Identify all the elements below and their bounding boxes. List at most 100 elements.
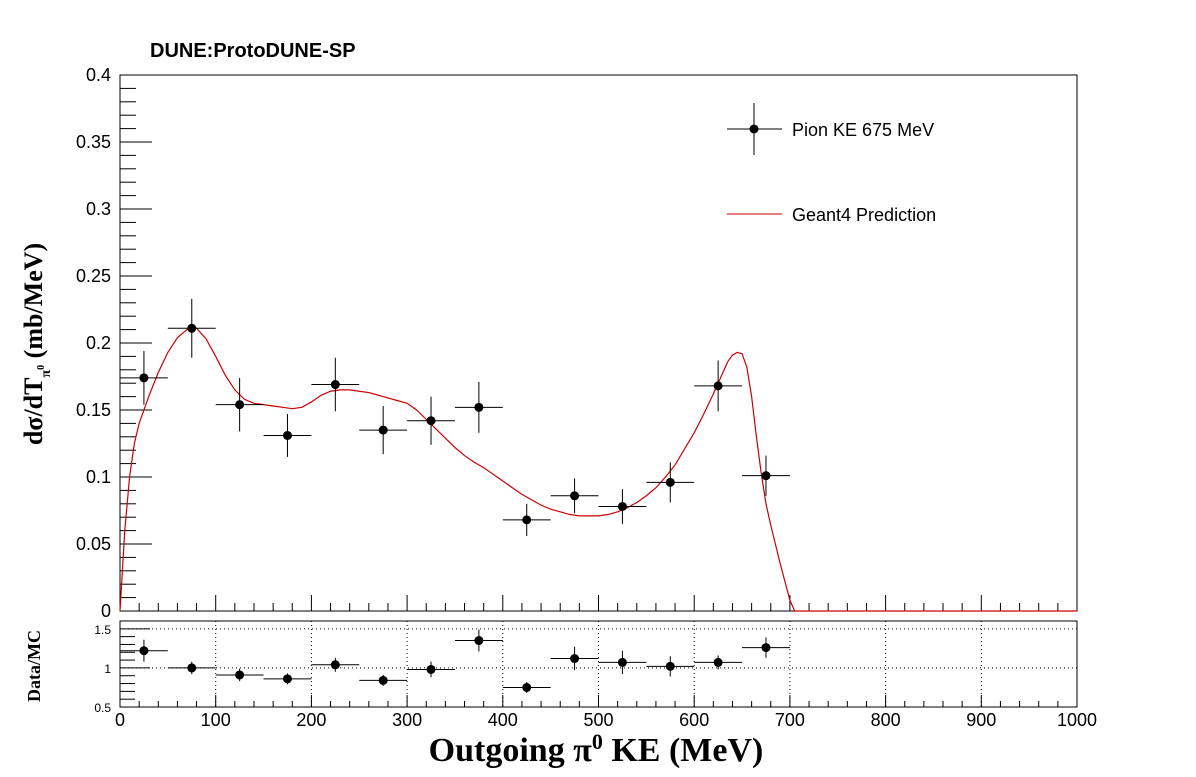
x-axis-title: Outgoing π0 KE (MeV) — [429, 729, 764, 769]
x-tick-label: 800 — [871, 710, 901, 730]
x-tick-label: 0 — [115, 710, 125, 730]
ratio-data-points — [120, 629, 790, 693]
y-tick-label: 0.1 — [86, 467, 111, 487]
point-marker — [426, 416, 436, 426]
x-tick-label: 700 — [775, 710, 805, 730]
data-point — [167, 298, 216, 358]
data-point — [502, 681, 551, 693]
point-marker — [330, 660, 340, 670]
point-marker — [282, 674, 292, 684]
point-marker — [713, 381, 723, 391]
x-tick-label: 900 — [966, 710, 996, 730]
data-point — [502, 503, 551, 536]
ratio-y-axis-ticks — [120, 620, 150, 708]
data-point — [407, 396, 455, 445]
y-tick-label: 0.05 — [76, 534, 111, 554]
point-marker — [522, 515, 532, 525]
ratio-y-tick-label: 0.5 — [94, 701, 111, 715]
chart-title: DUNE:ProtoDUNE-SP — [150, 40, 356, 62]
ratio-y-axis-tick-labels: 0.5 1 1.5 — [94, 623, 111, 715]
data-points-series — [120, 298, 790, 536]
ratio-y-tick-label: 1 — [104, 662, 111, 676]
x-tick-label: 300 — [392, 710, 422, 730]
x-tick-label: 400 — [488, 710, 518, 730]
data-point — [359, 674, 408, 686]
legend-label-prediction: Geant4 Prediction — [792, 205, 936, 225]
point-marker — [665, 477, 675, 487]
x-tick-label: 100 — [201, 710, 231, 730]
data-point — [454, 629, 503, 652]
data-point — [311, 657, 360, 672]
data-point — [646, 462, 695, 503]
data-point — [263, 673, 312, 685]
point-marker — [187, 323, 197, 333]
data-point — [454, 381, 503, 433]
x-tick-label: 500 — [583, 710, 613, 730]
data-point — [742, 455, 790, 496]
data-point — [694, 655, 743, 670]
point-marker — [282, 430, 292, 440]
point-marker — [378, 675, 388, 685]
data-point — [550, 478, 599, 514]
x-tick-label: 1000 — [1057, 710, 1097, 730]
y-tick-label: 0.15 — [76, 400, 111, 420]
geant4-prediction-series — [119, 326, 1077, 612]
y-tick-label: 0 — [101, 601, 111, 621]
point-marker — [474, 402, 484, 412]
ratio-y-axis-title: Data/MC — [24, 630, 44, 702]
point-marker — [235, 670, 245, 680]
ratio-y-tick-label: 1.5 — [94, 623, 111, 637]
data-point — [120, 639, 168, 662]
geant4-prediction-line — [119, 326, 1077, 612]
legend: Pion KE 675 MeV Geant4 Prediction — [727, 103, 936, 225]
y-tick-label: 0.3 — [86, 199, 111, 219]
point-marker — [713, 657, 723, 667]
main-y-axis-title: dσ/dTπ0 (mb/MeV) — [19, 243, 54, 445]
data-point — [550, 646, 599, 671]
point-marker — [330, 380, 340, 390]
point-marker — [474, 636, 484, 646]
x-tick-label: 200 — [296, 710, 326, 730]
point-marker — [139, 373, 149, 383]
point-marker — [187, 663, 197, 673]
main-x-axis-ticks — [119, 595, 1078, 611]
y-tick-label: 0.35 — [76, 132, 111, 152]
point-marker — [617, 501, 627, 511]
data-point — [407, 661, 455, 678]
data-point — [215, 377, 264, 432]
data-point — [263, 414, 312, 457]
data-point — [311, 357, 360, 412]
main-y-axis-tick-labels: 0 0.05 0.1 0.15 0.2 0.25 0.3 0.35 0.4 — [76, 65, 111, 621]
data-point — [598, 489, 647, 524]
point-marker — [761, 471, 771, 481]
point-marker — [522, 682, 532, 692]
y-tick-label: 0.25 — [76, 266, 111, 286]
data-point — [646, 656, 695, 677]
point-marker — [570, 491, 580, 501]
point-marker — [665, 661, 675, 671]
x-axis-tick-labels: 0 100 200 300 400 500 600 700 800 900 1000 — [115, 710, 1097, 730]
point-marker — [139, 646, 149, 656]
point-marker — [761, 643, 771, 653]
data-point — [120, 351, 168, 405]
legend-label-data: Pion KE 675 MeV — [792, 120, 934, 140]
point-marker — [378, 425, 388, 435]
x-tick-label: 600 — [679, 710, 709, 730]
main-y-axis-ticks — [120, 74, 152, 612]
ratio-x-axis-ticks — [119, 695, 1078, 707]
point-marker — [426, 664, 436, 674]
y-tick-label: 0.2 — [86, 333, 111, 353]
data-point — [694, 360, 743, 412]
y-tick-label: 0.4 — [86, 65, 111, 85]
data-point — [598, 650, 647, 675]
data-point — [359, 405, 408, 455]
point-marker — [617, 657, 627, 667]
legend-marker-data-points — [727, 103, 782, 155]
point-marker — [570, 654, 580, 664]
data-point — [742, 637, 790, 658]
point-marker — [235, 400, 245, 410]
data-point — [167, 661, 216, 675]
